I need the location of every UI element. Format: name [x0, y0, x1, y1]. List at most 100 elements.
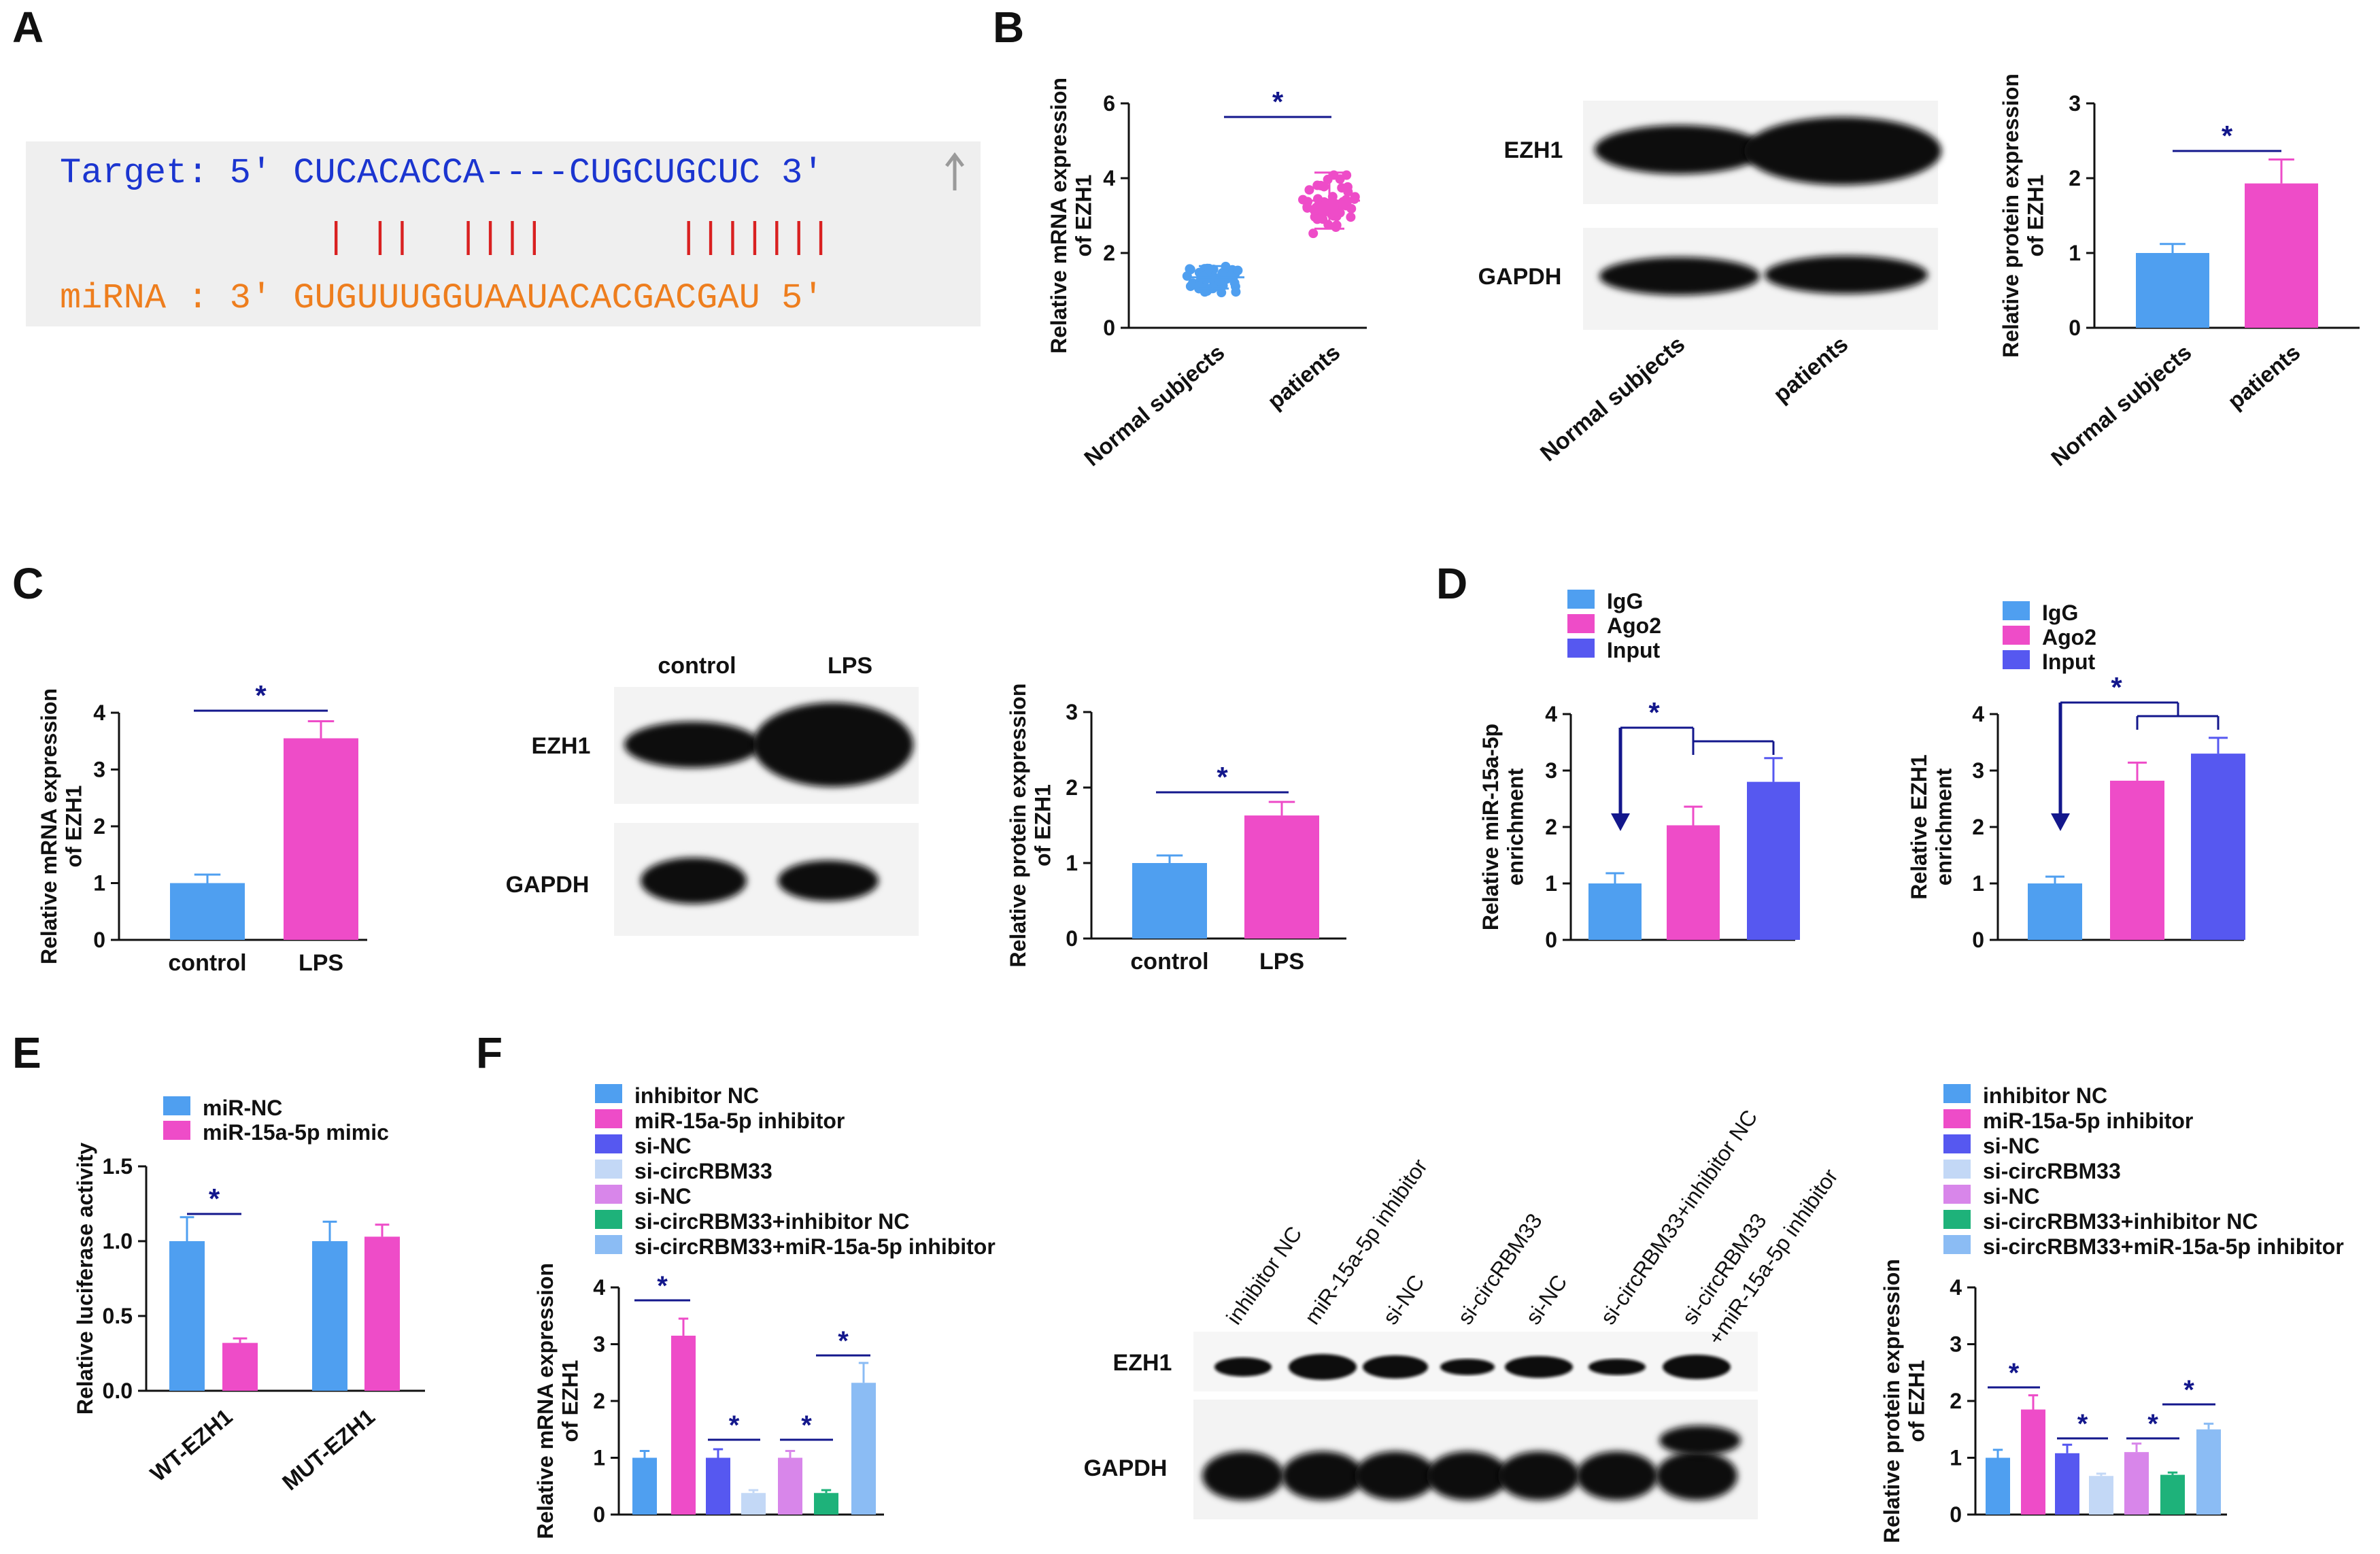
y-tick-label: 0.0 — [103, 1379, 133, 1403]
legend-label: si-NC — [1983, 1134, 2040, 1158]
y-tick-label: 6 — [1103, 91, 1115, 116]
bar — [1667, 825, 1720, 940]
bar — [814, 1493, 838, 1515]
arrow-head — [1611, 813, 1630, 831]
chart-D-EZH1: 0 1 2 3 4 Relative EZH1 enrichment IgGAgo2Input… — [1907, 601, 2245, 952]
blot-column-label: si-NC — [1520, 1270, 1571, 1329]
y-tick-label: 2 — [593, 1389, 605, 1413]
bar — [2089, 1476, 2113, 1515]
legend-swatch — [1943, 1109, 1971, 1128]
legend-swatch — [163, 1096, 190, 1115]
western-blot-b: EZH1 GAPDH Normal subjects patients — [1478, 101, 1941, 467]
blot-band — [753, 703, 913, 787]
y-tick-label: 0 — [1972, 928, 1984, 952]
y-axis-label-group: Relative luciferase activity — [73, 1143, 97, 1415]
chart-C-protein: 0 1 2 3 Relative protein expression of EZH1 co… — [1006, 683, 1346, 975]
significance-star: * — [1272, 86, 1284, 118]
bar — [2021, 1409, 2045, 1515]
blot-row-label: EZH1 — [1113, 1350, 1172, 1376]
bar — [851, 1383, 876, 1515]
y-tick-label: 1 — [593, 1446, 605, 1470]
bar — [2245, 183, 2318, 328]
y-tick-label: 0 — [1103, 316, 1115, 340]
bar — [2110, 780, 2164, 940]
y-tick-label: 2 — [2069, 166, 2081, 190]
blot-row-label: GAPDH — [1478, 264, 1562, 290]
legend-swatch — [163, 1121, 190, 1140]
y-axis-label: Relative mRNA expression — [1047, 78, 1071, 354]
significance-star: * — [2183, 1375, 2194, 1405]
significance-star: * — [2222, 120, 2233, 152]
x-tick-label: control — [1130, 949, 1208, 975]
data-point — [1217, 288, 1227, 298]
legend-label: si-circRBM33+inhibitor NC — [634, 1209, 910, 1234]
data-point — [1312, 214, 1323, 224]
bar — [312, 1241, 347, 1391]
blot-band — [1440, 1359, 1495, 1375]
x-tick-label: Normal subjects — [1079, 339, 1229, 471]
legend-swatch — [1943, 1210, 1971, 1229]
legend-swatch — [1943, 1134, 1971, 1153]
bar — [364, 1236, 400, 1391]
y-axis-label: Relative mRNA expression — [37, 688, 61, 964]
data-point — [1350, 192, 1360, 202]
blot-band — [1576, 1451, 1658, 1500]
legend-label: si-circRBM33+miR-15a-5p inhibitor — [1983, 1234, 2344, 1259]
legend-label: si-circRBM33 — [634, 1159, 772, 1183]
significance-star: * — [729, 1411, 740, 1440]
blot-band — [1588, 1359, 1646, 1375]
legend-swatch — [1567, 639, 1595, 658]
significance-star: * — [2147, 1409, 2158, 1439]
chart-F-protein: 0 1 2 3 4 Relative protein expression of EZH1 i… — [1880, 1083, 2344, 1543]
y-axis-label: of EZH1 — [62, 786, 86, 868]
legend-label: Ago2 — [2042, 625, 2096, 649]
legend-label: Ago2 — [1607, 613, 1661, 638]
data-point — [1330, 207, 1340, 217]
significance-star: * — [1648, 696, 1660, 728]
legend-label: miR-15a-5p inhibitor — [634, 1109, 845, 1133]
y-axis-label: enrichment — [1932, 768, 1956, 885]
blot-column-label: LPS — [828, 653, 872, 679]
panel-label-e: E — [12, 1028, 41, 1077]
y-tick-label: 0 — [2069, 316, 2081, 340]
match-lines: | || |||| ||||||| — [325, 218, 832, 259]
y-axis-label-group: Relative EZH1 enrichment — [1907, 754, 1956, 899]
y-tick-label: 3 — [1066, 700, 1078, 724]
y-tick-label: 2 — [93, 814, 105, 839]
blot-band — [1663, 1355, 1731, 1379]
target-sequence: Target: 5' CUCACACCA----CUGCUGCUC 3' — [60, 153, 823, 193]
y-axis-label: Relative protein expression — [1999, 73, 2023, 358]
data-point — [1342, 184, 1352, 194]
legend-label: IgG — [1607, 589, 1643, 613]
y-tick-label: 0 — [93, 928, 105, 952]
significance-star: * — [2077, 1409, 2088, 1439]
chart-F-mRNA: 0 1 2 3 4 Relative mRNA expression of EZH1 inhi… — [533, 1083, 996, 1539]
blot-band — [1744, 117, 1941, 185]
blot-band — [1289, 1354, 1357, 1380]
sequence-box — [26, 141, 981, 326]
panel-label-b: B — [993, 3, 1024, 52]
legend-label: inhibitor NC — [634, 1083, 759, 1108]
y-axis-label: of EZH1 — [2024, 175, 2048, 257]
bar — [706, 1457, 730, 1515]
blot-row-label: EZH1 — [532, 733, 591, 759]
bar — [1986, 1457, 2010, 1515]
y-tick-label: 3 — [2069, 91, 2081, 116]
sequence-alignment: Target: 5' CUCACACCA----CUGCUGCUC 3' | |… — [26, 141, 981, 326]
y-tick-label: 1 — [1950, 1446, 1962, 1470]
y-tick-label: 3 — [1545, 758, 1557, 783]
data-point — [1229, 277, 1240, 288]
y-tick-label: 1 — [2069, 241, 2081, 265]
bar — [778, 1457, 802, 1515]
data-point — [1304, 185, 1314, 195]
blot-band — [1599, 257, 1760, 295]
bar — [222, 1342, 258, 1391]
legend-swatch — [595, 1109, 622, 1128]
blot-column-label: si-NC — [1378, 1270, 1429, 1329]
blot-band — [1659, 1425, 1741, 1455]
data-point — [1318, 205, 1328, 215]
y-tick-label: 2 — [1950, 1389, 1962, 1413]
legend-swatch — [1567, 614, 1595, 633]
legend-label: miR-15a-5p mimic — [203, 1120, 389, 1145]
